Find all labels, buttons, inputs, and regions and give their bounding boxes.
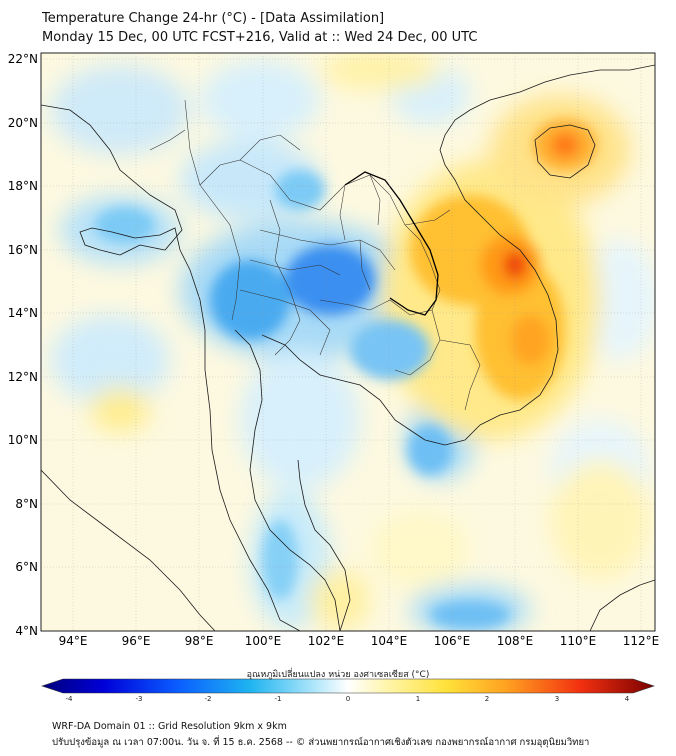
colorbar-tick: -2: [205, 695, 212, 703]
coastlines: [41, 64, 655, 631]
map-frame: [40, 52, 656, 632]
lon-label: 106°E: [434, 634, 471, 648]
gridlines: [41, 53, 655, 631]
lat-label: 4°N: [15, 624, 38, 638]
lon-label: 112°E: [623, 634, 660, 648]
colorbar-tick: -4: [66, 695, 74, 703]
lat-label: 12°N: [8, 370, 38, 384]
colorbar-tick: 2: [485, 695, 489, 703]
map-subtitle: Monday 15 Dec, 00 UTC FCST+216, Valid at…: [42, 30, 478, 45]
lon-axis: 94°E 96°E 98°E 100°E 102°E 104°E 106°E 1…: [59, 634, 660, 648]
lat-label: 8°N: [15, 497, 38, 511]
lon-label: 100°E: [245, 634, 282, 648]
lat-label: 16°N: [8, 243, 38, 257]
laos-border: [344, 171, 439, 316]
colorbar-tick: -3: [136, 695, 143, 703]
temperature-field: [41, 53, 655, 631]
lat-label: 22°N: [8, 52, 38, 66]
lon-label: 98°E: [185, 634, 214, 648]
lat-label: 18°N: [8, 179, 38, 193]
lon-label: 102°E: [308, 634, 345, 648]
lon-label: 96°E: [122, 634, 151, 648]
lat-label: 20°N: [8, 116, 38, 130]
lat-label: 6°N: [15, 560, 38, 574]
lon-label: 104°E: [371, 634, 408, 648]
lon-label: 110°E: [560, 634, 597, 648]
footer-credit: ปรับปรุงข้อมูล ณ เวลา 07:00น. วัน จ. ที่…: [52, 737, 590, 748]
footer-model-info: WRF-DA Domain 01 :: Grid Resolution 9km …: [52, 721, 287, 732]
borders: [149, 99, 481, 411]
colorbar: -4 -3 -2 -1 0 1 2 3 4: [41, 678, 655, 703]
lon-label: 108°E: [497, 634, 534, 648]
colorbar-label: อุณหภูมิเปลี่ยนแปลง หน่วย องศาเซลเซียส (…: [246, 670, 430, 680]
colorbar-tick: -1: [275, 695, 282, 703]
colorbar-tick: 0: [346, 695, 350, 703]
lat-label: 14°N: [8, 306, 38, 320]
colorbar-tick: 1: [416, 695, 420, 703]
colorbar-bar: [41, 678, 655, 694]
lat-axis: 22°N 20°N 18°N 16°N 14°N 12°N 10°N 8°N 6…: [8, 52, 38, 638]
lat-label: 10°N: [8, 433, 38, 447]
colorbar-tick: 4: [625, 695, 630, 703]
map-title: Temperature Change 24-hr (°C) - [Data As…: [42, 11, 385, 26]
lon-label: 94°E: [59, 634, 88, 648]
colorbar-tick: 3: [555, 695, 559, 703]
colorbar-ticks: -4 -3 -2 -1 0 1 2 3 4: [66, 695, 630, 703]
